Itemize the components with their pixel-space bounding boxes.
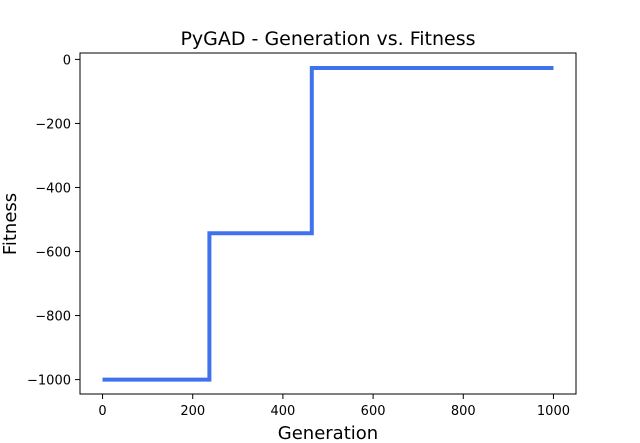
plot-area bbox=[79, 52, 577, 395]
x-tick-label: 400 bbox=[270, 404, 295, 419]
y-axis-label: Fitness bbox=[0, 193, 21, 255]
y-tick-label: −400 bbox=[35, 181, 71, 196]
y-tick-label: −600 bbox=[35, 246, 71, 261]
y-tick-label: 0 bbox=[63, 53, 71, 68]
x-tick-label: 1000 bbox=[537, 404, 570, 419]
y-tick-label: −1000 bbox=[27, 374, 71, 389]
y-axis-ticks: 0 −200 −400 −600 −800 −1000 bbox=[27, 53, 80, 389]
x-tick-label: 0 bbox=[98, 404, 106, 419]
x-tick-label: 200 bbox=[180, 404, 205, 419]
chart-title: PyGAD - Generation vs. Fitness bbox=[180, 28, 475, 50]
y-tick-label: −200 bbox=[35, 117, 71, 132]
x-axis-ticks: 0 200 400 600 800 1000 bbox=[98, 394, 570, 419]
fitness-series-line bbox=[102, 66, 554, 382]
x-tick-label: 800 bbox=[451, 404, 476, 419]
x-axis-label: Generation bbox=[278, 423, 378, 443]
x-tick-label: 600 bbox=[361, 404, 386, 419]
y-tick-label: −800 bbox=[35, 310, 71, 325]
